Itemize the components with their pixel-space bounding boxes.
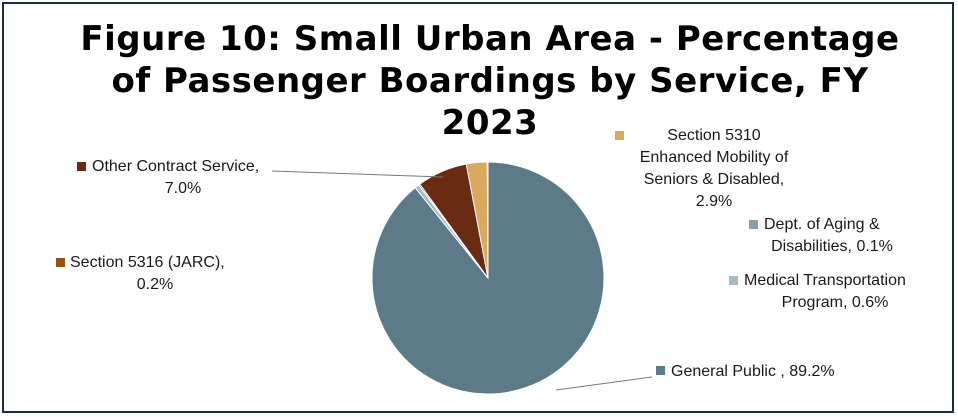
label-medical-line1: Medical Transportation: [744, 272, 906, 289]
legend-swatch-section-5310: [615, 131, 624, 140]
leader-line-other-contract: [271, 170, 444, 178]
leader-lines: [271, 170, 653, 391]
label-section-5310-line2: Enhanced Mobility of: [640, 149, 789, 166]
label-aging: Dept. of Aging & Disabilities, 0.1%: [749, 216, 893, 255]
label-medical: Medical Transportation Program, 0.6%: [729, 272, 906, 311]
label-other-contract-line1: Other Contract Service,: [92, 158, 259, 175]
label-general-public: General Public , 89.2%: [656, 363, 835, 380]
label-section-5310: Section 5310 Enhanced Mobility of Senior…: [615, 127, 789, 210]
chart-title: Figure 10: Small Urban Area - Percentage…: [80, 19, 899, 143]
label-other-contract: Other Contract Service, 7.0%: [77, 158, 259, 197]
legend-swatch-jarc: [56, 258, 65, 267]
pie-slice-dept-of-aging-disabilities: [486, 161, 489, 279]
label-jarc: Section 5316 (JARC), 0.2%: [56, 254, 225, 293]
legend-swatch-aging: [749, 220, 758, 229]
label-aging-line2: Disabilities, 0.1%: [771, 238, 893, 255]
label-jarc-line2: 0.2%: [137, 276, 173, 293]
legend-swatch-other-contract: [77, 162, 86, 171]
label-section-5310-line4: 2.9%: [696, 193, 732, 210]
title-line-2: of Passenger Boardings by Service, FY: [111, 61, 868, 101]
leader-line-general-public: [555, 376, 653, 391]
label-section-5310-line3: Seniors & Disabled,: [644, 171, 785, 188]
label-medical-line2: Program, 0.6%: [782, 294, 889, 311]
title-line-1: Figure 10: Small Urban Area - Percentage: [80, 19, 899, 59]
legend-swatch-medical: [729, 276, 738, 285]
label-other-contract-line2: 7.0%: [165, 180, 201, 197]
label-jarc-line1: Section 5316 (JARC),: [70, 254, 225, 271]
title-line-3: 2023: [442, 103, 539, 143]
label-general-public-line1: General Public , 89.2%: [671, 363, 835, 380]
label-section-5310-line1: Section 5310: [667, 127, 761, 144]
label-aging-line1: Dept. of Aging &: [764, 216, 880, 233]
pie-slices: [371, 161, 605, 395]
legend-swatch-general-public: [656, 366, 665, 375]
